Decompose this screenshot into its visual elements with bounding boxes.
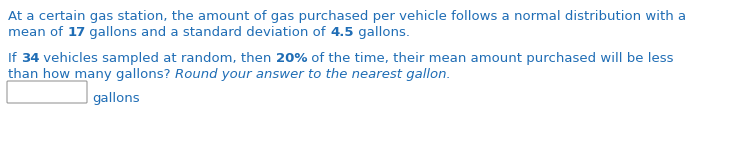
Text: Round your answer to the nearest gallon.: Round your answer to the nearest gallon. — [175, 68, 450, 81]
Text: than how many gallons?: than how many gallons? — [8, 68, 175, 81]
Text: mean of: mean of — [8, 26, 67, 39]
Text: 20%: 20% — [276, 52, 307, 65]
Text: If: If — [8, 52, 21, 65]
Text: 34: 34 — [21, 52, 40, 65]
Text: gallons: gallons — [92, 92, 140, 105]
Text: gallons and a standard deviation of: gallons and a standard deviation of — [85, 26, 330, 39]
Text: 17: 17 — [67, 26, 85, 39]
Text: At a certain gas station, the amount of gas purchased per vehicle follows a norm: At a certain gas station, the amount of … — [8, 10, 686, 23]
Text: gallons.: gallons. — [353, 26, 409, 39]
Text: of the time, their mean amount purchased will be less: of the time, their mean amount purchased… — [307, 52, 674, 65]
FancyBboxPatch shape — [7, 81, 87, 103]
Text: vehicles sampled at random, then: vehicles sampled at random, then — [40, 52, 276, 65]
Text: 4.5: 4.5 — [330, 26, 353, 39]
